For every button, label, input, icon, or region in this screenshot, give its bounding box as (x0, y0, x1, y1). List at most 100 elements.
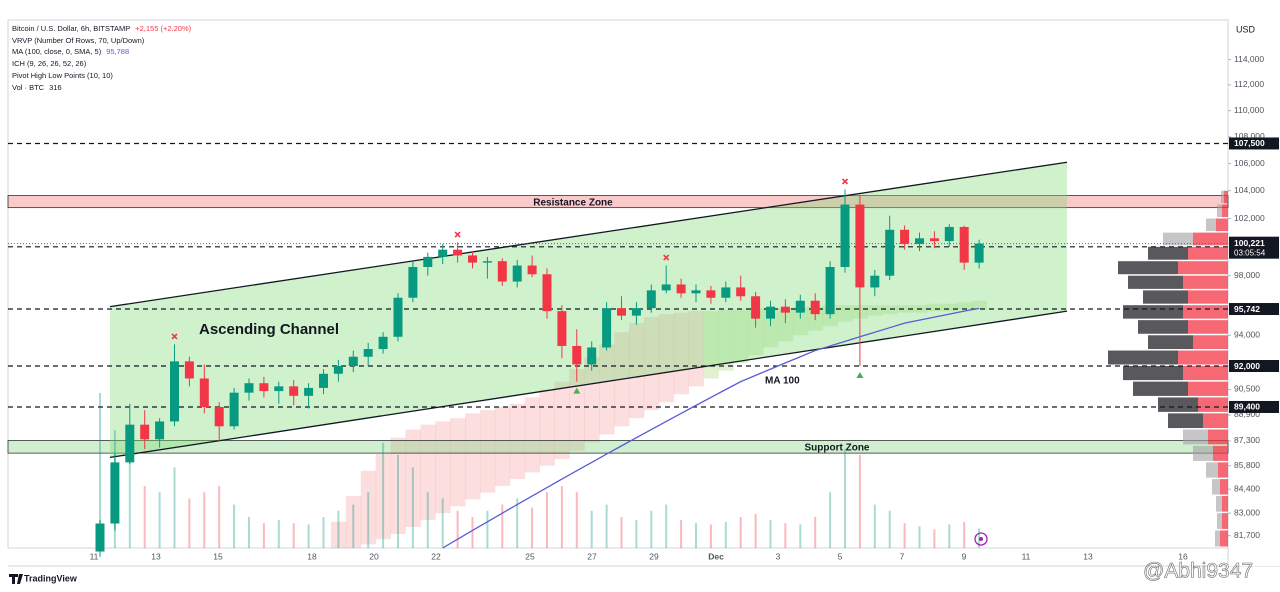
volume-profile-up (1148, 335, 1193, 350)
volume-bar (471, 517, 474, 548)
ichimoku-cloud (494, 406, 511, 486)
volume-bar (99, 393, 101, 548)
tradingview-logo (9, 574, 23, 584)
volume-bar (635, 520, 638, 548)
candle-body (706, 290, 716, 298)
candle-body (929, 238, 939, 242)
legend-value: 316 (49, 83, 62, 92)
countdown: 03:05:54 (1234, 248, 1266, 257)
chart-layer: Resistance Zone Support Zone Ascending Cha… (7, 20, 1280, 566)
volume-profile-up (1123, 366, 1183, 381)
volume-bar (620, 517, 623, 548)
volume-bar (277, 520, 280, 548)
ichimoku-cloud (777, 308, 794, 342)
volume-bar (873, 504, 876, 548)
channel-label: Ascending Channel (199, 321, 339, 338)
support-zone-label: Support Zone (805, 442, 870, 453)
candle-body (572, 345, 582, 365)
level-label-box (1229, 400, 1279, 413)
volume-profile-up (1123, 305, 1183, 319)
volume-profile-down (1193, 232, 1228, 246)
volume-profile-down (1183, 305, 1228, 319)
ichimoku-cloud (450, 418, 466, 507)
candle-body (944, 226, 954, 242)
volume-bar (262, 523, 265, 548)
pivot-low-marker (573, 387, 581, 394)
candle-body (855, 204, 865, 288)
candle-body (140, 424, 150, 440)
volume-profile-up (1108, 350, 1178, 365)
ichimoku-cloud (345, 496, 362, 548)
volume-profile-up (1212, 479, 1220, 495)
volume-bar (724, 521, 727, 548)
volume-bar (575, 492, 578, 548)
events-icon-dot (979, 537, 983, 541)
volume-profile-up (1128, 275, 1183, 289)
volume-bar (173, 467, 176, 548)
volume-bar (799, 524, 802, 548)
x-tick-label: 13 (151, 551, 161, 561)
volume-profile-down (1216, 218, 1228, 232)
volume-profile-down (1224, 190, 1228, 204)
candle-body (155, 421, 165, 440)
events-icon[interactable] (974, 532, 988, 546)
volume-bar (739, 517, 742, 548)
candle-body (348, 356, 358, 367)
ichimoku-cloud (509, 403, 526, 480)
candle-body (795, 300, 805, 313)
candle-body (468, 255, 477, 263)
volume-profile-down (1203, 413, 1228, 429)
legend-value: +2,155 (+2.20%) (135, 24, 191, 33)
currency-label: USD (1236, 24, 1256, 34)
volume-bar (963, 521, 966, 548)
volume-bar (248, 517, 250, 548)
volume-bar (531, 507, 534, 548)
volume-profile-down (1213, 445, 1228, 461)
candle-body (766, 306, 775, 319)
volume-bar (546, 492, 548, 548)
ichimoku-cloud (599, 344, 615, 435)
x-tick-label: 3 (776, 551, 781, 561)
x-tick-label: 18 (307, 551, 317, 561)
volume-profile-down (1188, 320, 1228, 334)
candle-body (661, 284, 671, 291)
ichimoku-cloud (330, 521, 347, 548)
volume-bar (203, 492, 206, 548)
volume-profile-down (1222, 204, 1228, 218)
price-axis-bg (1228, 20, 1280, 566)
level-label-box (1229, 360, 1279, 373)
volume-profile-down (1198, 397, 1228, 412)
volume-bar (128, 461, 131, 548)
volume-bar (292, 523, 295, 548)
candle-body (184, 361, 194, 379)
x-tick-label: 7 (900, 551, 905, 561)
volume-bar (680, 520, 683, 548)
candle-body (617, 308, 626, 316)
ma-line (442, 307, 980, 549)
volume-bar (918, 526, 921, 548)
candle-body (915, 238, 924, 244)
candle-body (497, 261, 507, 282)
candle-body (721, 287, 731, 298)
candle-body (199, 378, 209, 407)
volume-bar (307, 524, 310, 548)
candle-body (959, 226, 969, 263)
volume-bar (188, 498, 191, 548)
ichimoku-cloud (926, 303, 943, 312)
volume-bar (456, 510, 459, 548)
candle-body (438, 249, 448, 257)
x-tick-label: 9 (962, 551, 967, 561)
volume-profile-up (1138, 320, 1188, 334)
volume-profile-up (1206, 462, 1218, 478)
volume-profile-down (1220, 479, 1228, 495)
y-tick-label: 108,000 (1234, 131, 1265, 141)
candle-body (393, 297, 403, 337)
ichimoku-cloud (539, 389, 555, 466)
volume-profile-up (1148, 246, 1188, 260)
level-label: 92,000 (1234, 361, 1260, 371)
volume-profile-down (1183, 366, 1228, 381)
pivot-high-marker (663, 254, 670, 261)
candle-body (244, 383, 254, 393)
y-tick-label: 102,000 (1234, 213, 1265, 223)
